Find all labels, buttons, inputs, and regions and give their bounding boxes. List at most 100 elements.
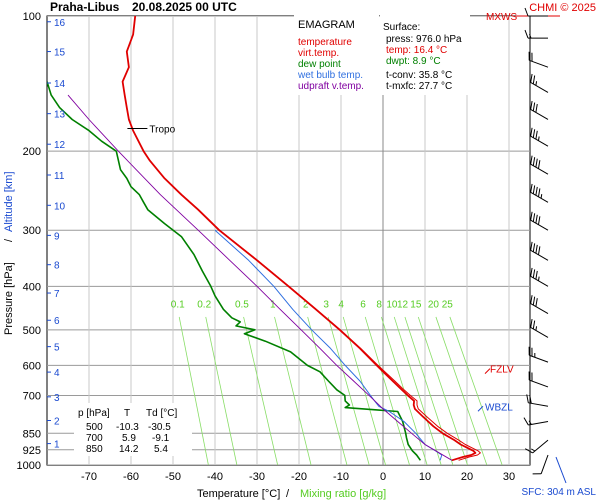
legend-title: EMAGRAM <box>298 19 355 31</box>
wind-barb <box>528 51 549 68</box>
max-wind-label: MXWS <box>486 12 517 23</box>
wind-barb-flag <box>532 185 536 194</box>
series-virt-temp <box>143 150 481 461</box>
table-cell: 5.4 <box>154 444 168 455</box>
wind-barb-flag <box>535 214 538 224</box>
wet-bulb-zero-marker <box>477 405 484 412</box>
pressure-tick-label: 925 <box>23 445 41 457</box>
legend-item-updraft: udpraft v.temp. <box>298 81 364 92</box>
table-header-td: Td [°C] <box>146 408 177 419</box>
mixing-ratio-line <box>327 316 370 465</box>
wind-barb-flag <box>526 394 529 403</box>
table-cell: 5.9 <box>122 433 136 444</box>
x-tick-label: 20 <box>461 471 473 483</box>
wind-barb-flag <box>535 244 538 254</box>
wind-barb <box>524 7 548 17</box>
mixing-ratio-label: 25 <box>442 299 454 310</box>
wind-barb-flag <box>532 157 536 166</box>
wind-barb-flag <box>530 241 533 251</box>
mixing-ratio-line <box>449 316 503 465</box>
wind-barb-flag <box>530 73 533 83</box>
wind-barb-flag <box>532 129 536 138</box>
surface-box: Surface: press: 976.0 hPa temp: 16.4 °C … <box>380 15 470 95</box>
mixing-ratio-line <box>178 316 209 465</box>
table-cell: -9.1 <box>152 433 170 444</box>
surface-temperature: temp: 16.4 °C <box>386 45 447 56</box>
series-dew-point <box>47 81 422 461</box>
surface-wind-marker <box>555 456 567 484</box>
x-tick-label: -30 <box>249 471 265 483</box>
pressure-tick-label: 600 <box>23 360 41 372</box>
table-cell: 850 <box>86 444 103 455</box>
altitude-tick-label: 15 <box>54 48 66 59</box>
credit: CHMI © 2025 <box>529 2 596 14</box>
mixing-ratio-line <box>205 316 238 465</box>
t-conv: t-conv: 35.8 °C <box>386 70 452 81</box>
wind-barb <box>530 127 549 147</box>
wind-barb-half-flag <box>528 420 532 425</box>
x-tick-label: -20 <box>291 471 307 483</box>
wind-barb <box>528 371 549 388</box>
surface-altitude-label: SFC: 304 m ASL <box>522 487 597 498</box>
wind-barb-flag <box>532 213 536 222</box>
mixing-ratio-label: 3 <box>323 299 329 310</box>
mixing-ratio-line <box>274 316 312 465</box>
mixing-ratio-label: 10 <box>386 299 398 310</box>
pressure-axis: 100 200 300 400 500 600 700 850 925 1000 <box>17 11 41 472</box>
altitude-tick-label: 11 <box>54 171 65 182</box>
mixing-ratio-line <box>307 316 348 465</box>
wind-barb-flag <box>524 448 533 454</box>
wind-barb-half-flag <box>529 33 532 39</box>
wind-barb <box>530 155 549 175</box>
wind-barb-flag <box>532 269 536 278</box>
altitude-tick-label: 14 <box>54 79 66 90</box>
profile-lines <box>47 16 481 462</box>
freezing-level-marker <box>484 368 491 374</box>
wind-barb-staff <box>530 191 549 203</box>
wind-barb-flag <box>537 246 541 255</box>
x-tick-label: 0 <box>380 471 386 483</box>
mixing-ratio-label: 0.2 <box>197 299 211 310</box>
wind-barb-staff <box>528 420 549 426</box>
altitude-tick-label: 5 <box>54 343 60 354</box>
x-axis-label-separator: / <box>286 488 290 500</box>
wind-barb-staff <box>540 454 549 474</box>
wind-barb-staff <box>529 354 549 363</box>
tropopause-label: Tropo <box>149 124 175 135</box>
wind-barb-flag <box>530 267 533 277</box>
mixing-ratio-lines: 0.1 0.2 0.5 1 2 3 4 6 8 10 12 15 20 25 <box>171 299 503 465</box>
wind-barb-flag <box>532 243 536 252</box>
altitude-tick-label: 16 <box>54 18 66 29</box>
wind-barb <box>526 394 549 407</box>
y-axis-label-altitude: Altitude [km] <box>3 171 15 232</box>
wind-barb-staff <box>530 135 549 147</box>
altitude-tick-label: 8 <box>54 261 60 272</box>
wind-barb-staff <box>529 379 549 388</box>
wind-barb-staff <box>530 275 549 287</box>
pressure-tick-label: 300 <box>23 225 41 237</box>
wind-barb-flag <box>535 103 538 113</box>
wind-barb-flag <box>532 102 536 112</box>
mixing-ratio-line <box>364 316 410 465</box>
wind-barb-staff <box>528 402 549 407</box>
station-title: Praha-Libus <box>50 0 120 14</box>
x-tick-label: 30 <box>503 471 515 483</box>
mixing-ratio-label: 12 <box>397 299 409 310</box>
t-mxfc: t-mxfc: 27.7 °C <box>386 81 452 92</box>
wind-barb-flag <box>523 417 529 426</box>
altitude-tick-label: 1 <box>54 440 60 451</box>
wind-barb <box>530 318 549 338</box>
wind-barb-flag <box>530 295 533 304</box>
wind-barb <box>523 417 549 426</box>
altitude-tick-label: 9 <box>54 231 60 242</box>
wind-barb-half-flag <box>540 194 543 199</box>
altitude-tick-label: 12 <box>54 140 66 151</box>
wind-barb <box>530 211 549 231</box>
wind-barb-flag <box>530 100 533 110</box>
wind-barb-half-flag <box>537 136 540 141</box>
wind-barb <box>532 454 549 475</box>
legend-item-wet-bulb: wet bulb temp. <box>297 70 363 81</box>
altitude-tick-label: 7 <box>54 289 60 300</box>
wind-barb-flag <box>535 186 538 196</box>
